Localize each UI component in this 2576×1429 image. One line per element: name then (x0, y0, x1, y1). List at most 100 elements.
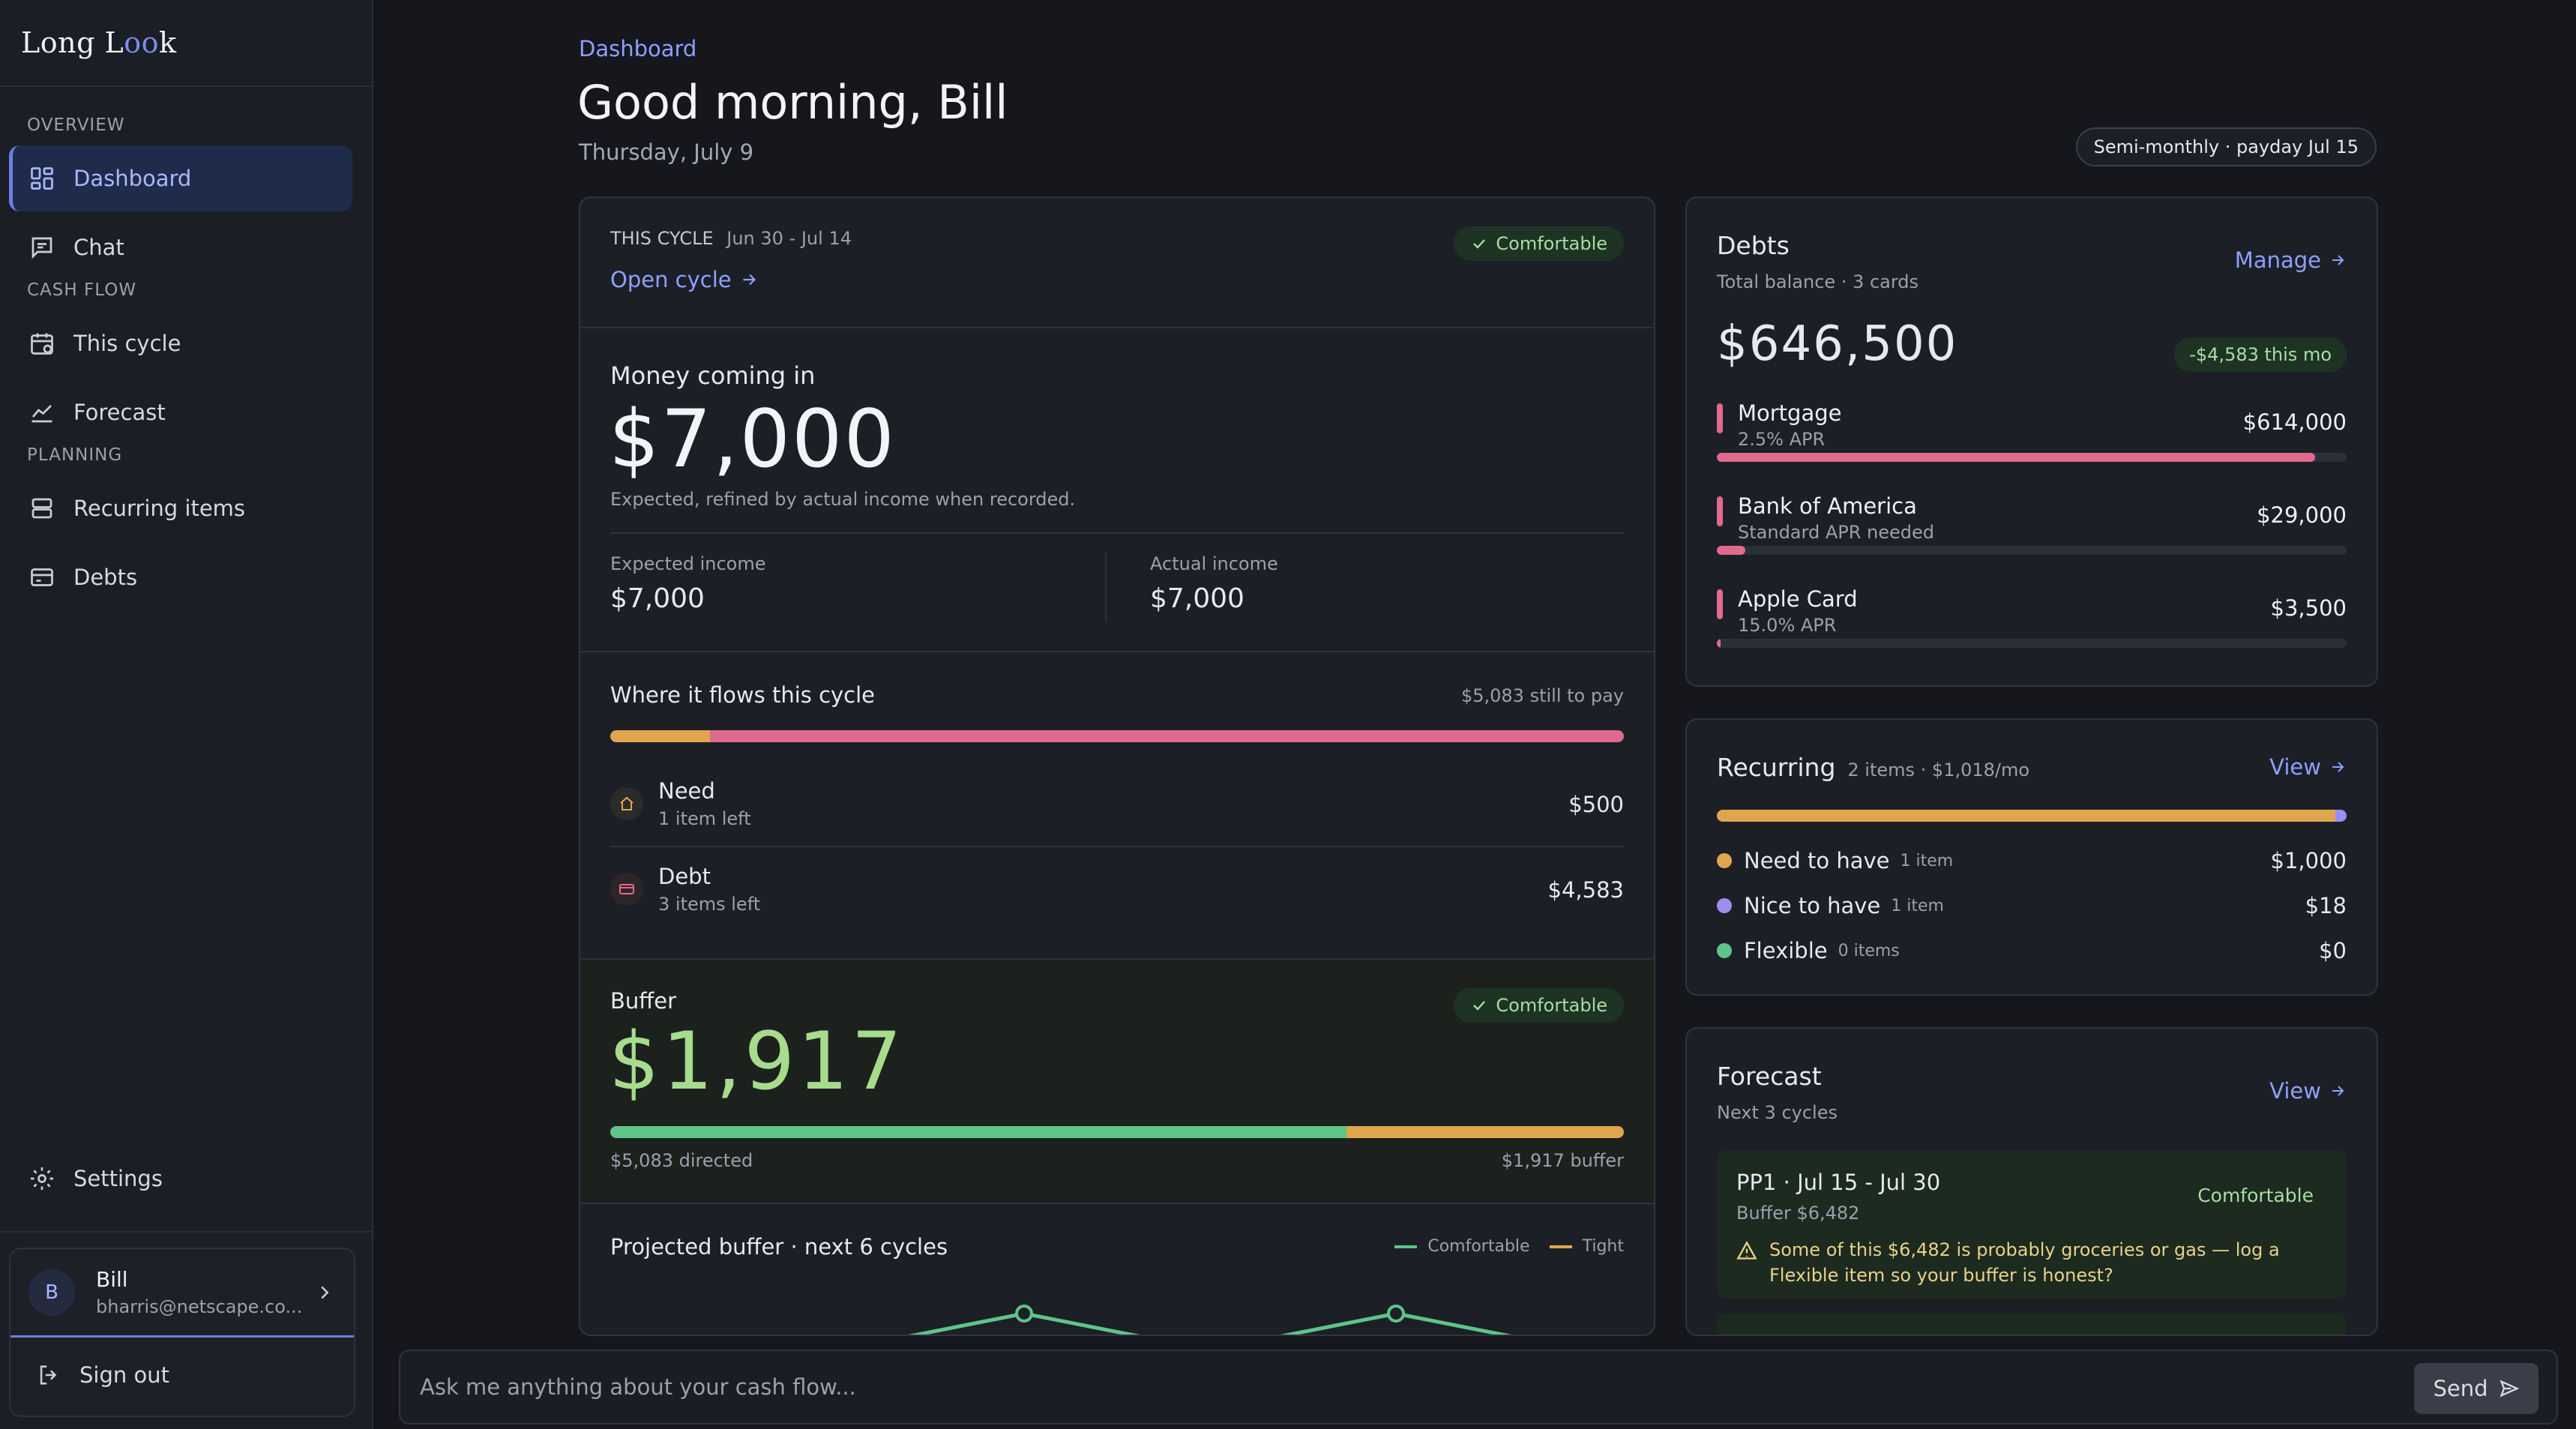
arrow-right-icon (2332, 762, 2344, 772)
buffer-status-badge: Comfortable (1454, 988, 1624, 1023)
debt-amount: $614,000 (2242, 409, 2347, 435)
recurring-dot-flexible (1717, 943, 1732, 958)
view-forecast-link[interactable]: View (2269, 1078, 2347, 1104)
sidebar-item-chat[interactable]: Chat (9, 214, 352, 280)
expected-income-label: Expected income (610, 553, 766, 574)
sign-out-button[interactable]: Sign out (10, 1338, 354, 1413)
flow-row-debt[interactable]: Debt 3 items left $4,583 (610, 858, 1624, 933)
warning-icon (1736, 1241, 1757, 1260)
buffer-bar (610, 1126, 1624, 1138)
sidebar-item-forecast[interactable]: Forecast (9, 379, 352, 445)
user-card: B Bill bharris@netscape.co... Sign out (9, 1248, 355, 1417)
brand-name-part: Long L (21, 26, 124, 59)
cycle-range: Jun 30 - Jul 14 (726, 228, 852, 249)
chevron-right-icon (321, 1286, 329, 1299)
sidebar-item-this-cycle[interactable]: This cycle (9, 310, 352, 376)
forecast-title: Forecast (1717, 1062, 1822, 1091)
cycle-status-badge: Comfortable (1454, 226, 1624, 261)
projected-legend: Comfortable Tight (1394, 1237, 1624, 1256)
forecast-cycle-status: Comfortable (2197, 1185, 2314, 1206)
debt-name: Apple Card (1738, 586, 1858, 612)
manage-debts-label: Manage (2234, 247, 2321, 273)
debt-row-bank-of-america[interactable]: Bank of America Standard APR needed $29,… (1717, 493, 2347, 565)
debt-amount: $29,000 (2257, 502, 2347, 528)
forecast-next-cycle-card[interactable] (1717, 1314, 2347, 1335)
recurring-row-need[interactable]: Need to have 1 item $1,000 (1717, 846, 2347, 876)
debt-row-mortgage[interactable]: Mortgage 2.5% APR $614,000 (1717, 400, 2347, 472)
debt-progress-track (1717, 639, 2347, 648)
debt-progress-fill (1717, 453, 2315, 462)
cycle-label: THIS CYCLE Jun 30 - Jul 14 (610, 228, 852, 249)
debts-change-badge: -$4,583 this mo (2174, 337, 2347, 372)
page-date: Thursday, July 9 (579, 139, 754, 165)
sidebar-item-dashboard[interactable]: Dashboard (9, 145, 352, 211)
income-divider (610, 532, 1624, 534)
forecast-cycle-card[interactable]: PP1 · Jul 15 - Jul 30 Buffer $6,482 Comf… (1717, 1150, 2347, 1299)
buffer-title: Buffer (610, 988, 677, 1014)
recurring-amount: $0 (2319, 938, 2347, 963)
arrow-right-icon (2332, 1086, 2344, 1096)
arrow-right-icon (743, 274, 756, 286)
debt-sub: 2.5% APR (1738, 429, 1826, 450)
recurring-row-flexible[interactable]: Flexible 0 items $0 (1717, 936, 2347, 966)
sidebar-item-debts[interactable]: Debts (9, 544, 352, 610)
card-icon (31, 568, 53, 586)
buffer-section: Buffer Comfortable $1,917 $5,083 directe… (580, 960, 1654, 1204)
avatar: B (28, 1269, 75, 1316)
nav-section-planning: PLANNING (27, 445, 123, 465)
recurring-bar-need (1717, 810, 2336, 822)
flow-sub: 1 item left (658, 808, 751, 829)
sidebar-item-settings[interactable]: Settings (9, 1146, 352, 1212)
sign-out-icon (40, 1365, 57, 1385)
buffer-bar-directed (610, 1126, 1346, 1138)
recurring-name: Nice to have (1744, 893, 1881, 918)
flow-row-need[interactable]: Need 1 item left $500 (610, 772, 1624, 847)
debt-name: Bank of America (1738, 493, 1917, 519)
debt-row-apple-card[interactable]: Apple Card 15.0% APR $3,500 (1717, 586, 2347, 658)
recurring-title: Recurring (1717, 753, 1836, 782)
recurring-header: Recurring 2 items · $1,018/mo (1717, 753, 2029, 782)
check-icon (1473, 239, 1486, 249)
dashboard-icon (31, 167, 53, 190)
debt-name: Mortgage (1738, 400, 1842, 426)
sidebar-item-label: Settings (73, 1166, 163, 1191)
buffer-bar-buffer (1346, 1126, 1624, 1138)
debt-progress-fill (1717, 639, 1721, 648)
recurring-name: Flexible (1744, 938, 1828, 963)
card-icon (610, 873, 643, 906)
debt-sub: 15.0% APR (1738, 615, 1837, 636)
actual-income: Actual income $7,000 (1150, 553, 1278, 614)
send-icon (2499, 1380, 2519, 1398)
debt-marker (1717, 403, 1723, 433)
sign-out-label: Sign out (79, 1362, 169, 1388)
sidebar-item-label: This cycle (73, 331, 181, 356)
flow-bar-debt (710, 730, 1624, 742)
nav-section-overview: OVERVIEW (27, 115, 125, 135)
send-button[interactable]: Send (2414, 1363, 2539, 1414)
recurring-name: Need to have (1744, 848, 1890, 873)
sidebar-item-recurring[interactable]: Recurring items (9, 475, 352, 541)
sidebar-item-label: Forecast (73, 400, 166, 425)
view-recurring-label: View (2269, 754, 2321, 780)
debt-amount: $3,500 (2270, 595, 2347, 621)
projected-point (1387, 1305, 1405, 1323)
legend-label-tight: Tight (1582, 1237, 1624, 1256)
recurring-row-nice[interactable]: Nice to have 1 item $18 (1717, 891, 2347, 921)
chat-input[interactable] (420, 1351, 2219, 1423)
debt-progress-track (1717, 453, 2347, 462)
sidebar-item-label: Chat (73, 235, 124, 260)
debt-marker (1717, 589, 1723, 619)
user-menu[interactable]: B Bill bharris@netscape.co... (10, 1249, 354, 1338)
debts-title: Debts (1717, 231, 1790, 260)
recurring-split-bar (1717, 810, 2347, 822)
breadcrumb[interactable]: Dashboard (579, 36, 697, 61)
stack-icon (31, 498, 52, 519)
send-label: Send (2433, 1376, 2488, 1401)
manage-debts-link[interactable]: Manage (2235, 247, 2347, 273)
user-name: Bill (96, 1267, 128, 1292)
home-icon (610, 787, 643, 820)
open-cycle-link[interactable]: Open cycle (610, 267, 759, 292)
view-recurring-link[interactable]: View (2269, 754, 2347, 780)
